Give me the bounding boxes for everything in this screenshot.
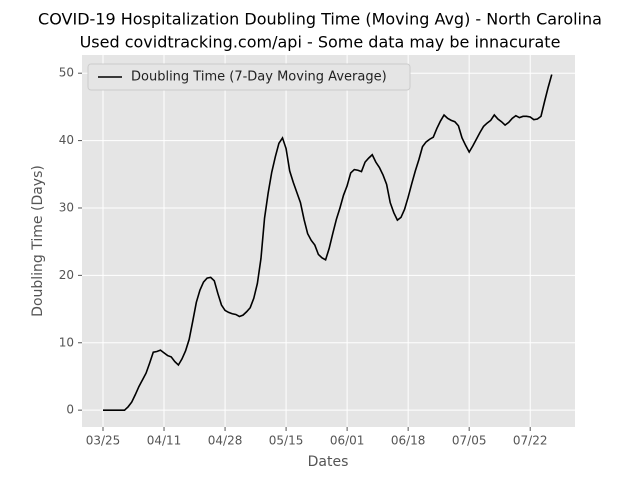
legend-label: Doubling Time (7-Day Moving Average) bbox=[131, 70, 387, 85]
x-axis-label: Dates bbox=[308, 454, 349, 470]
y-tick-label: 30 bbox=[59, 200, 74, 214]
y-tick-label: 10 bbox=[59, 335, 74, 349]
chart-subtitle: Used covidtracking.com/api - Some data m… bbox=[80, 33, 561, 52]
y-tick-label: 40 bbox=[59, 133, 74, 147]
y-axis-label: Doubling Time (Days) bbox=[30, 165, 46, 317]
x-tick-label: 05/15 bbox=[269, 434, 304, 448]
y-tick-label: 0 bbox=[66, 403, 74, 417]
legend-box bbox=[87, 63, 411, 91]
x-tick-label: 07/05 bbox=[452, 434, 487, 448]
x-tick-label: 06/18 bbox=[391, 434, 426, 448]
data-line bbox=[103, 74, 553, 411]
x-tick-label: 04/11 bbox=[147, 434, 182, 448]
y-tick-label: 50 bbox=[59, 66, 74, 80]
chart-title: COVID-19 Hospitalization Doubling Time (… bbox=[38, 10, 602, 29]
x-tick-label: 03/25 bbox=[86, 434, 121, 448]
x-tick-label: 06/01 bbox=[330, 434, 365, 448]
x-tick-label: 04/28 bbox=[208, 434, 243, 448]
y-tick-label: 20 bbox=[59, 268, 74, 282]
x-tick-label: 07/22 bbox=[513, 434, 548, 448]
plot-area bbox=[82, 55, 575, 427]
